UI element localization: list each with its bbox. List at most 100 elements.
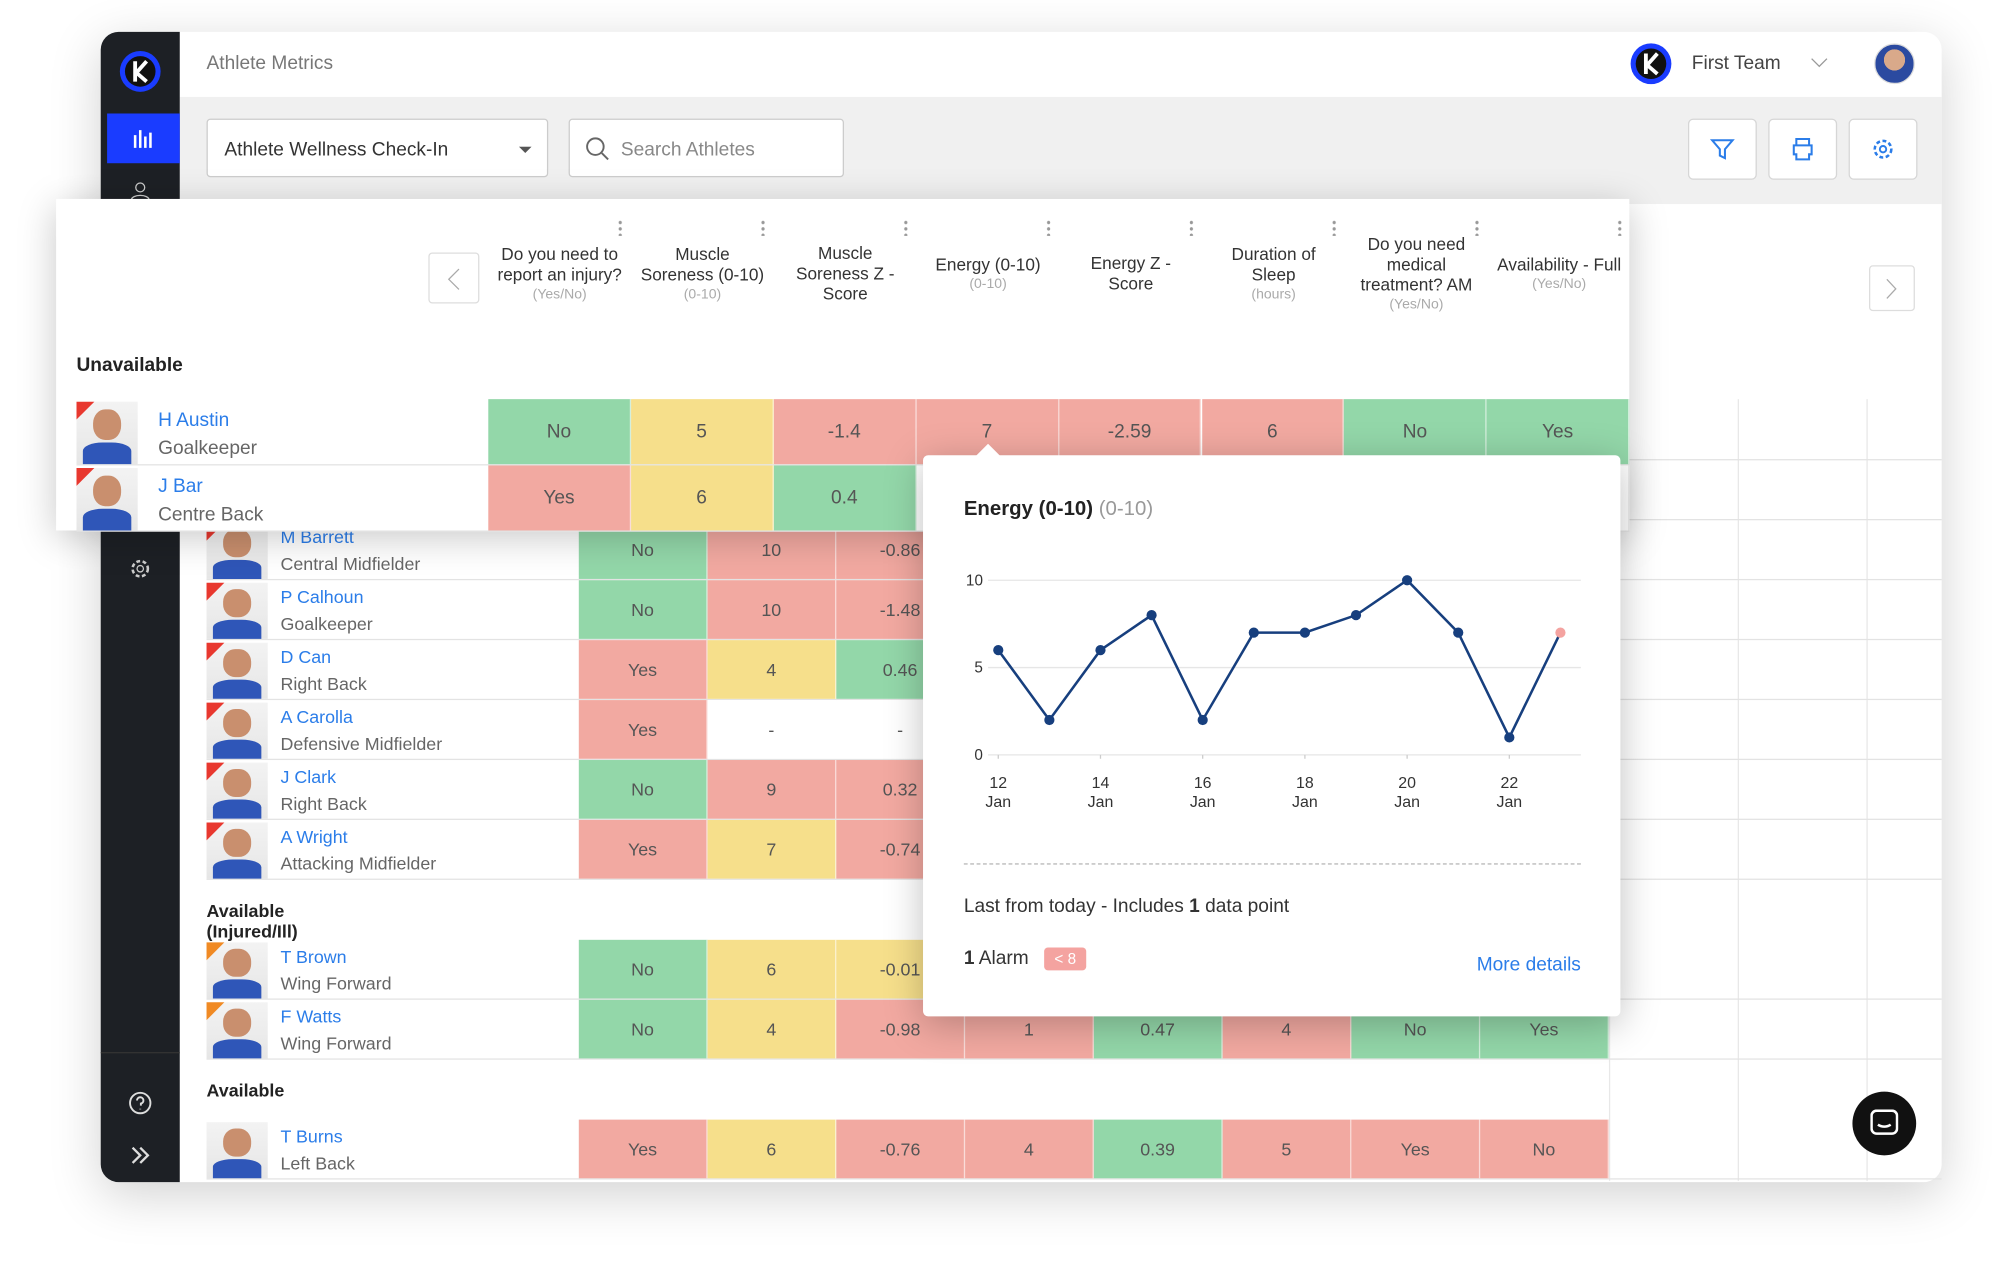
y-tick-label: 5 xyxy=(974,660,983,677)
athlete-position: Goalkeeper xyxy=(280,612,373,634)
grid-row xyxy=(1608,698,1942,701)
column-menu[interactable] xyxy=(1475,219,1479,236)
grid-row xyxy=(1629,519,1942,521)
column-menu[interactable] xyxy=(618,219,623,236)
team-name[interactable]: First Team xyxy=(1691,52,1781,74)
column-title: Energy (0-10) xyxy=(935,254,1041,274)
photo-shirt xyxy=(212,619,262,639)
metric-cell: 0.39 xyxy=(1093,1119,1223,1179)
photo-shirt xyxy=(212,979,262,999)
athlete-position: Wing Forward xyxy=(280,1032,392,1053)
status-flag xyxy=(206,762,225,781)
photo-shirt xyxy=(212,799,262,819)
settings-button[interactable] xyxy=(1848,118,1918,180)
photo-face xyxy=(223,1009,251,1038)
metric-cell: 4 xyxy=(965,1119,1094,1179)
grid-row xyxy=(1608,878,1942,880)
form-select[interactable]: Athlete Wellness Check-In xyxy=(206,118,549,178)
athlete-position: Goalkeeper xyxy=(158,437,257,460)
x-tick-label: 16 Jan xyxy=(1189,774,1216,812)
athlete-name[interactable]: T Burns xyxy=(280,1126,343,1147)
metric-cell: Yes xyxy=(578,819,708,879)
row-line xyxy=(206,698,1609,701)
photo-shirt xyxy=(82,442,132,465)
athlete-name[interactable]: J Bar xyxy=(158,475,203,498)
nav-athletes[interactable] xyxy=(127,181,152,201)
athlete-name[interactable]: P Calhoun xyxy=(280,586,364,607)
athlete-name[interactable]: A Carolla xyxy=(280,706,353,727)
nav-settings[interactable] xyxy=(127,556,152,582)
nav-metrics[interactable] xyxy=(107,113,180,164)
popover-header: Energy (0-10) (0-10) xyxy=(964,499,1153,522)
column-header: Do you need to report an injury? (Yes/No) xyxy=(488,210,631,338)
x-tick-label: 14 Jan xyxy=(1087,774,1114,812)
column-menu[interactable] xyxy=(761,219,765,236)
team-chevron[interactable] xyxy=(1810,57,1828,68)
data-point xyxy=(1504,732,1515,743)
popover-title: Energy (0-10) xyxy=(963,498,1094,521)
grid-column xyxy=(1866,399,1868,1181)
search-placeholder: Search Athletes xyxy=(620,138,755,161)
column-title: Do you need medical treatment? AM xyxy=(1360,233,1473,294)
row-line xyxy=(206,1058,1609,1060)
data-point xyxy=(1299,627,1311,638)
athlete-name[interactable]: T Brown xyxy=(280,946,347,967)
column-unit: (Yes/No) xyxy=(1532,276,1587,292)
grid-row xyxy=(1629,459,1942,461)
athlete-position: Central Midfielder xyxy=(280,552,421,574)
column-menu[interactable] xyxy=(1617,219,1622,236)
chat-launcher[interactable] xyxy=(1852,1091,1917,1156)
column-menu[interactable] xyxy=(1189,219,1194,236)
athlete-name[interactable]: J Clark xyxy=(280,766,337,787)
column-header: Availability - Full (Yes/No) xyxy=(1488,210,1631,338)
athlete-name[interactable]: H Austin xyxy=(158,409,230,432)
status-flag xyxy=(76,401,95,420)
help[interactable] xyxy=(127,1090,152,1116)
column-menu[interactable] xyxy=(903,219,908,236)
user-avatar[interactable] xyxy=(1874,43,1915,85)
x-tick-label: 22 Jan xyxy=(1496,774,1523,812)
photo-shirt xyxy=(212,1159,262,1179)
caret xyxy=(518,146,532,154)
athlete-name[interactable]: F Watts xyxy=(280,1006,342,1027)
photo-face xyxy=(223,829,251,858)
metric-cell: No xyxy=(578,580,708,639)
grid-row xyxy=(1608,638,1942,641)
group-label: Available (Injured/Ill) xyxy=(206,900,298,942)
search-box[interactable]: Search Athletes xyxy=(568,118,844,178)
column-header: Energy Z - Score xyxy=(1059,210,1202,338)
filter-button[interactable] xyxy=(1687,118,1757,180)
column-menu[interactable] xyxy=(1332,219,1337,236)
column-menu[interactable] xyxy=(1046,219,1051,236)
metric-cell: No xyxy=(488,399,631,465)
grid-row xyxy=(1608,1058,1942,1060)
column-header: Muscle Soreness (0-10) (0-10) xyxy=(631,210,774,338)
data-point xyxy=(1350,610,1362,621)
row-line xyxy=(206,578,1609,581)
athlete-name[interactable]: A Wright xyxy=(280,826,348,847)
sidebar-divider xyxy=(100,1052,180,1054)
metric-cell: 4 xyxy=(707,640,837,699)
next-columns[interactable] xyxy=(1869,265,1915,312)
prev-columns[interactable] xyxy=(428,252,480,304)
status-flag xyxy=(206,942,225,961)
metric-cell: 6 xyxy=(1201,399,1345,465)
status-flag xyxy=(76,467,95,486)
photo-face xyxy=(223,1128,251,1157)
more-details[interactable]: More details xyxy=(1476,953,1581,976)
row-line xyxy=(206,818,1609,820)
row-line xyxy=(76,530,1630,532)
print-button[interactable] xyxy=(1768,118,1838,180)
metric-cell: No xyxy=(1344,399,1487,465)
expand[interactable] xyxy=(129,1145,152,1165)
photo-face xyxy=(223,589,251,618)
metric-cell: 6 xyxy=(707,939,837,999)
status-flag xyxy=(206,582,225,601)
data-point xyxy=(1197,714,1208,726)
photo-shirt xyxy=(212,559,262,579)
athlete-name[interactable]: D Can xyxy=(280,646,332,667)
metric-cell: Yes xyxy=(488,465,631,531)
data-point xyxy=(1095,644,1106,656)
status-flag xyxy=(206,642,225,661)
metric-cell: 4 xyxy=(707,999,837,1059)
